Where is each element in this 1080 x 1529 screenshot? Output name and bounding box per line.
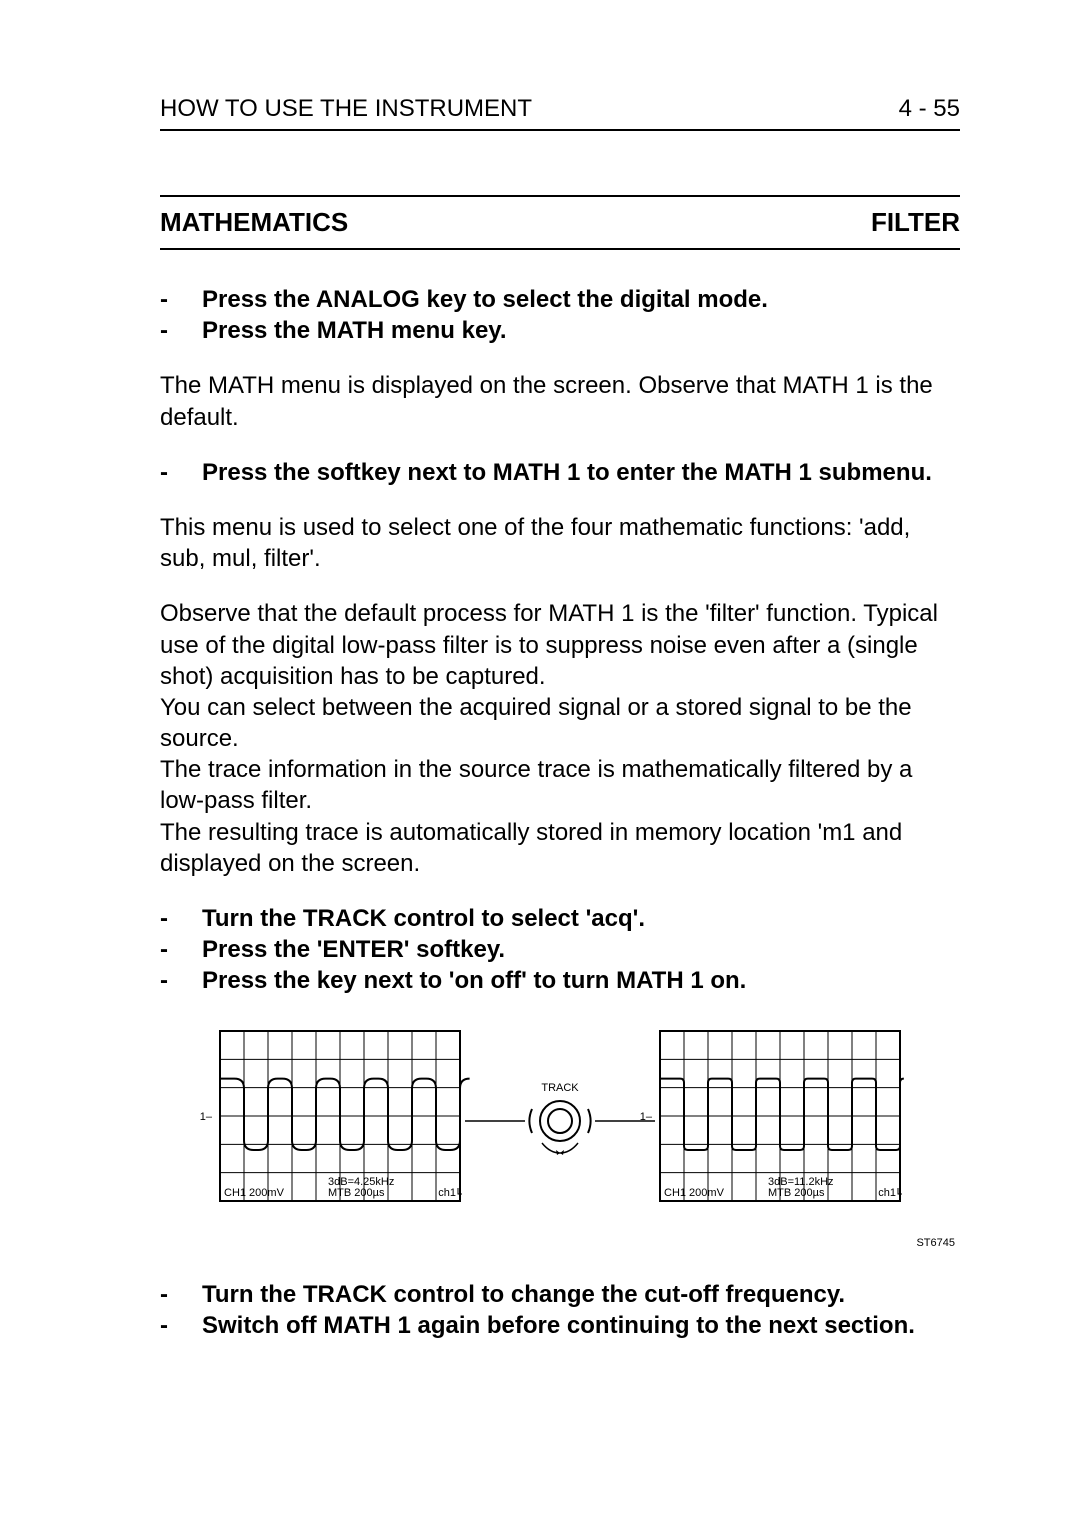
step-text: Press the ANALOG key to select the digit…: [202, 284, 768, 315]
svg-text:TRACK: TRACK: [541, 1082, 579, 1094]
step-item: - Press the 'ENTER' softkey.: [160, 934, 960, 965]
figure-caption: ST6745: [916, 1237, 955, 1249]
step-item: - Switch off MATH 1 again before continu…: [160, 1310, 960, 1341]
step-item: - Press the ANALOG key to select the dig…: [160, 284, 960, 315]
paragraph: The resulting trace is automatically sto…: [160, 817, 960, 879]
bullet-dash: -: [160, 315, 178, 346]
figure: 1–CH1 200mV3dB=4.25kHzMTB 200µsch1 1–CH1…: [160, 1021, 960, 1251]
paragraph: This menu is used to select one of the f…: [160, 512, 960, 574]
bullet-dash: -: [160, 903, 178, 934]
bullet-dash: -: [160, 965, 178, 996]
step-text: Turn the TRACK control to change the cut…: [202, 1279, 845, 1310]
svg-text:ch1: ch1: [878, 1187, 896, 1199]
bullet-dash: -: [160, 457, 178, 488]
section-left: MATHEMATICS: [160, 207, 348, 238]
section-heading: MATHEMATICS FILTER: [160, 195, 960, 250]
bullet-dash: -: [160, 1279, 178, 1310]
svg-text:CH1 200mV: CH1 200mV: [224, 1187, 285, 1199]
step-list-1: - Press the ANALOG key to select the dig…: [160, 284, 960, 346]
section-right: FILTER: [871, 207, 960, 238]
step-text: Press the key next to 'on off' to turn M…: [202, 965, 746, 996]
step-item: - Turn the TRACK control to select 'acq'…: [160, 903, 960, 934]
svg-text:ch1: ch1: [438, 1187, 456, 1199]
scope-right: 1–CH1 200mV3dB=11.2kHzMTB 200µsch1: [640, 1031, 904, 1201]
bullet-dash: -: [160, 1310, 178, 1341]
paragraph: The MATH menu is displayed on the screen…: [160, 370, 960, 432]
step-text: Switch off MATH 1 again before continuin…: [202, 1310, 915, 1341]
scope-left: 1–CH1 200mV3dB=4.25kHzMTB 200µsch1: [200, 1031, 470, 1201]
paragraph: The trace information in the source trac…: [160, 754, 960, 816]
page-indicator: 4 - 55: [899, 95, 960, 123]
svg-text:CH1 200mV: CH1 200mV: [664, 1187, 725, 1199]
track-knob-icon: TRACK: [465, 1082, 655, 1155]
step-text: Press the 'ENTER' softkey.: [202, 934, 505, 965]
step-list-4: - Turn the TRACK control to change the c…: [160, 1279, 960, 1341]
svg-text:MTB 200µs: MTB 200µs: [328, 1187, 385, 1199]
step-list-2: - Press the softkey next to MATH 1 to en…: [160, 457, 960, 488]
running-header: HOW TO USE THE INSTRUMENT 4 - 55: [160, 95, 960, 131]
waveform-diagram: 1–CH1 200mV3dB=4.25kHzMTB 200µsch1 1–CH1…: [160, 1021, 960, 1251]
bullet-dash: -: [160, 284, 178, 315]
step-item: - Press the MATH menu key.: [160, 315, 960, 346]
paragraph: You can select between the acquired sign…: [160, 692, 960, 754]
bullet-dash: -: [160, 934, 178, 965]
step-text: Turn the TRACK control to select 'acq'.: [202, 903, 645, 934]
running-title: HOW TO USE THE INSTRUMENT: [160, 95, 532, 123]
page: HOW TO USE THE INSTRUMENT 4 - 55 MATHEMA…: [0, 0, 1080, 1529]
step-list-3: - Turn the TRACK control to select 'acq'…: [160, 903, 960, 997]
paragraph: Observe that the default process for MAT…: [160, 598, 960, 692]
step-text: Press the softkey next to MATH 1 to ente…: [202, 457, 932, 488]
step-item: - Turn the TRACK control to change the c…: [160, 1279, 960, 1310]
svg-text:1–: 1–: [200, 1111, 213, 1123]
step-item: - Press the softkey next to MATH 1 to en…: [160, 457, 960, 488]
svg-text:MTB 200µs: MTB 200µs: [768, 1187, 825, 1199]
step-item: - Press the key next to 'on off' to turn…: [160, 965, 960, 996]
step-text: Press the MATH menu key.: [202, 315, 507, 346]
